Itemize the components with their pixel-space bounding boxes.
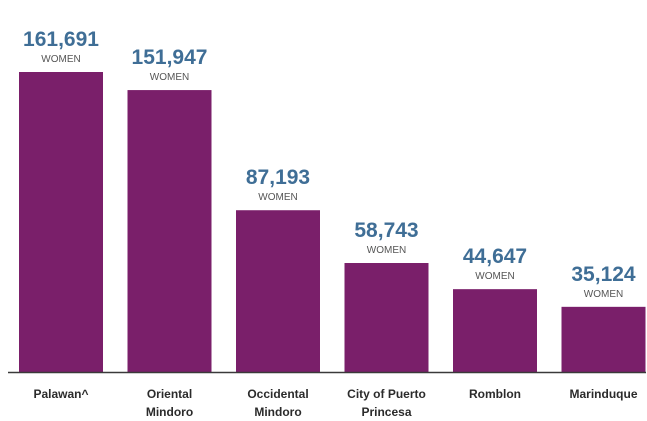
category-label-1: Palawan^ [33,387,88,401]
category-label-3: Occidental Mindoro [247,387,308,419]
category-label-6: Marinduque [570,387,638,401]
value-label-6: 35,124 [571,263,636,286]
bars [19,72,646,373]
value-label-5: 44,647 [463,245,527,268]
bar-2 [127,90,212,373]
value-label-4: 58,743 [354,219,418,242]
category-label-4: City of Puerto Princesa [347,387,426,419]
bar-4 [344,263,429,372]
bar-6 [561,306,646,372]
unit-label-2: WOMEN [150,72,189,83]
bar-1 [19,72,103,372]
value-label-3: 87,193 [246,166,310,189]
unit-label-3: WOMEN [258,192,297,203]
unit-label-5: WOMEN [475,271,514,282]
unit-label-4: WOMEN [367,245,406,256]
value-label-1: 161,691 [23,28,99,51]
unit-label-1: WOMEN [41,54,80,65]
unit-label-6: WOMEN [584,289,623,300]
bar-3 [236,210,320,372]
bar-5 [453,289,537,372]
labels: 161,691 WOMEN Palawan^ 151,947 WOMEN Oriental… [23,28,638,419]
category-label-2: Oriental Mindoro [146,387,193,419]
value-label-2: 151,947 [132,46,208,69]
category-label-5: Romblon [469,387,521,401]
